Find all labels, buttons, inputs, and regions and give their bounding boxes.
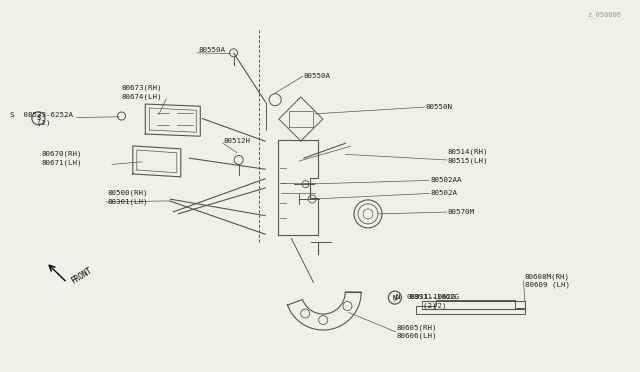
Text: 80605(RH)
80606(LH): 80605(RH) 80606(LH): [397, 324, 437, 339]
Text: 80500(RH)
80301(LH): 80500(RH) 80301(LH): [108, 190, 148, 205]
Text: N: N: [393, 295, 397, 301]
Text: 80608M(RH)
80609 (LH): 80608M(RH) 80609 (LH): [525, 273, 570, 288]
Text: 80514(RH)
80515(LH): 80514(RH) 80515(LH): [448, 149, 488, 164]
Circle shape: [388, 291, 401, 304]
Text: 80550A: 80550A: [198, 47, 225, 53]
Text: FRONT: FRONT: [69, 266, 93, 286]
Text: N  08911-1062G
      (2): N 08911-1062G (2): [396, 294, 458, 308]
Text: 80670(RH)
80671(LH): 80670(RH) 80671(LH): [42, 151, 82, 166]
Text: 80570M: 80570M: [448, 209, 475, 215]
Text: z_050006: z_050006: [587, 12, 621, 18]
Text: 80673(RH)
80674(LH): 80673(RH) 80674(LH): [122, 85, 162, 100]
Text: 80502AA: 80502AA: [430, 177, 461, 183]
Text: 80550N: 80550N: [426, 104, 452, 110]
Text: 80550A: 80550A: [304, 73, 331, 79]
Text: 80502A: 80502A: [430, 190, 457, 196]
Text: S  08533-6252A
      (2): S 08533-6252A (2): [10, 112, 72, 126]
Circle shape: [32, 112, 45, 125]
Text: 08911-1062G
      (2): 08911-1062G (2): [406, 294, 456, 308]
Text: 80512H: 80512H: [224, 138, 251, 144]
Text: S: S: [36, 115, 40, 121]
